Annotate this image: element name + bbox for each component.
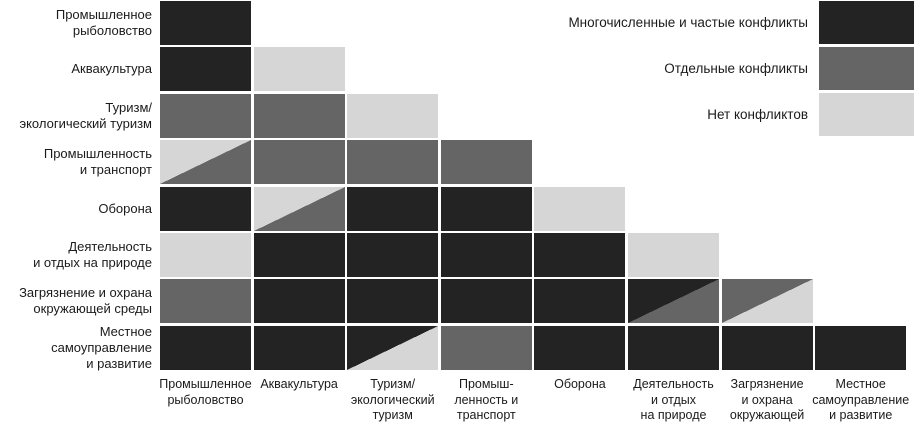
matrix-cell-r3c3 bbox=[347, 93, 439, 138]
matrix-cell-r8c8 bbox=[815, 325, 907, 370]
matrix-cell-r5c1 bbox=[160, 186, 251, 231]
matrix-cell-r7c3 bbox=[347, 279, 439, 324]
col-label-8: Местное самоуправление и развитие bbox=[812, 377, 910, 422]
matrix-cell-r6c3 bbox=[347, 233, 439, 277]
row-label-2: Аквакультура bbox=[71, 61, 152, 77]
row-label-6: Деятельность и отдых на природе bbox=[33, 239, 152, 270]
matrix-cell-r4c1 bbox=[160, 140, 251, 185]
legend-item-high: Многочисленные и частые конфликты bbox=[400, 1, 914, 44]
row-label-8: Местное самоуправление и развитие bbox=[51, 323, 152, 371]
matrix-cell-r6c4 bbox=[440, 233, 532, 277]
matrix-cell-r8c1 bbox=[160, 325, 251, 370]
matrix-cell-r6c6 bbox=[628, 233, 719, 277]
row-label-1: Промышленное рыболовство bbox=[55, 7, 152, 38]
legend-label-none: Нет конфликтов bbox=[707, 107, 808, 122]
matrix-cell-r1c1 bbox=[160, 1, 251, 45]
matrix-cell-r7c4 bbox=[440, 279, 532, 324]
matrix-cell-r2c1 bbox=[160, 47, 251, 92]
matrix-cell-r6c5 bbox=[534, 233, 626, 277]
col-label-3: Туризм/ экологический туризм bbox=[350, 377, 435, 422]
legend-swatch-none bbox=[819, 93, 914, 136]
matrix-cell-r7c2 bbox=[253, 279, 345, 324]
matrix-cell-r3c2 bbox=[253, 93, 345, 138]
legend-label-high: Многочисленные и частые конфликты bbox=[568, 15, 808, 30]
matrix-cell-r7c5 bbox=[534, 279, 626, 324]
matrix-cell-r8c3 bbox=[347, 325, 439, 370]
matrix-cell-r8c4 bbox=[440, 325, 532, 370]
matrix-cell-r2c2 bbox=[253, 47, 345, 92]
row-label-4: Промышленность и транспорт bbox=[43, 146, 152, 178]
row-label-5: Оборона bbox=[98, 200, 152, 216]
matrix-cell-r8c7 bbox=[721, 325, 813, 370]
row-label-3: Туризм/ экологический туризм bbox=[19, 99, 152, 131]
row-label-7: Загрязнение и охрана окружающей среды bbox=[19, 285, 152, 317]
col-label-2: Аквакультура bbox=[260, 377, 338, 391]
matrix-cell-r5c2 bbox=[253, 186, 345, 231]
col-label-4: Промыш- ленность и транспорт bbox=[454, 377, 519, 422]
col-label-6: Деятельность и отдых на природе bbox=[633, 377, 714, 422]
matrix-cell-r3c1 bbox=[160, 93, 251, 138]
matrix-cell-r7c6 bbox=[628, 279, 719, 324]
matrix-cell-r4c2 bbox=[253, 140, 345, 185]
matrix-cell-r5c3 bbox=[347, 186, 439, 231]
col-label-1: Промышленное рыболовство bbox=[159, 377, 252, 407]
legend-item-none: Нет конфликтов bbox=[400, 93, 914, 136]
legend-swatch-high bbox=[819, 1, 914, 44]
col-label-5: Оборона bbox=[554, 377, 606, 391]
matrix-cell-r8c6 bbox=[628, 325, 719, 370]
matrix-cell-r8c5 bbox=[534, 325, 626, 370]
matrix-cell-r8c2 bbox=[253, 325, 345, 370]
matrix-cell-r5c5 bbox=[534, 186, 626, 231]
matrix-cell-r4c3 bbox=[347, 140, 439, 185]
matrix-cell-r7c1 bbox=[160, 279, 251, 324]
matrix-cell-r7c7 bbox=[721, 279, 813, 324]
matrix-cell-r6c2 bbox=[253, 233, 345, 277]
legend-label-some: Отдельные конфликты bbox=[664, 61, 808, 76]
matrix-cell-r5c4 bbox=[440, 186, 532, 231]
matrix-cell-r4c4 bbox=[440, 140, 532, 185]
legend-swatch-some bbox=[819, 47, 914, 90]
col-label-7: Загрязнение и охрана окружающей bbox=[729, 377, 805, 422]
matrix-cell-r6c1 bbox=[160, 233, 251, 277]
legend-item-some: Отдельные конфликты bbox=[400, 47, 914, 90]
